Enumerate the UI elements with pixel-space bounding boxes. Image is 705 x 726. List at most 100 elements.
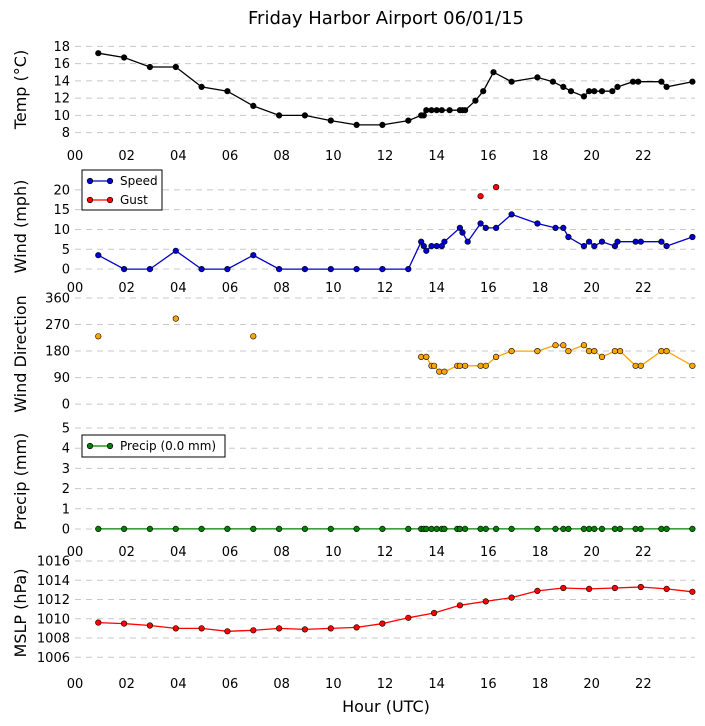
x-tick-label: 08	[273, 677, 290, 692]
data-point	[585, 585, 593, 593]
x-tick-label: 20	[583, 149, 600, 164]
y-tick-label: 10	[53, 223, 70, 238]
x-tick-label: 10	[325, 545, 342, 560]
data-point	[508, 594, 515, 601]
data-point	[431, 362, 438, 369]
y-tick-label: 3	[62, 462, 70, 477]
data-point	[689, 78, 696, 85]
y-tick-label: 16	[53, 57, 70, 72]
x-tick-label: 00	[67, 677, 84, 692]
y-tick-label: 360	[45, 292, 70, 307]
data-point	[689, 525, 696, 533]
data-point	[591, 525, 598, 533]
series-wind-1	[477, 184, 500, 200]
legend-wind: Speed Gust	[81, 169, 163, 211]
data-point	[663, 243, 670, 250]
y-tick-label: 2	[62, 482, 70, 497]
data-point	[379, 266, 386, 273]
x-tick-label: 08	[273, 281, 290, 296]
data-point	[405, 614, 412, 621]
data-point	[658, 238, 665, 245]
y-tick-label: 90	[53, 371, 70, 386]
data-point	[560, 342, 567, 349]
data-point	[327, 117, 334, 124]
data-point	[420, 112, 427, 119]
data-point	[552, 224, 559, 231]
series-pressure-0	[95, 583, 696, 635]
data-point	[276, 525, 283, 533]
data-point	[462, 107, 469, 114]
y-axis-label: Wind Direction	[11, 295, 30, 413]
data-point	[591, 88, 598, 95]
data-point	[172, 525, 179, 533]
data-point	[172, 315, 179, 322]
y-axis-label: Wind (mph)	[11, 180, 30, 274]
data-point	[172, 625, 179, 632]
data-point	[490, 69, 497, 76]
legend-marker	[86, 196, 94, 204]
data-point	[95, 50, 102, 57]
x-tick-label: 06	[222, 677, 239, 692]
data-point	[433, 243, 440, 250]
legend-box	[81, 434, 226, 458]
data-point	[172, 247, 179, 254]
x-tick-label: 16	[480, 677, 497, 692]
y-tick-label: 14	[53, 74, 70, 89]
data-point	[120, 266, 128, 273]
data-point	[534, 587, 541, 595]
data-point	[353, 525, 360, 533]
y-tick-label: 270	[45, 318, 70, 333]
x-tick-label: 00	[67, 281, 84, 296]
data-point	[224, 266, 231, 273]
data-point	[637, 362, 644, 369]
x-tick-label: 04	[170, 281, 187, 296]
data-point	[327, 625, 334, 632]
data-point	[609, 88, 616, 95]
data-point	[95, 252, 102, 259]
data-point	[146, 622, 153, 629]
data-point	[580, 243, 588, 250]
x-tick-label: 18	[532, 281, 549, 296]
data-point	[120, 525, 128, 533]
y-tick-label: 10	[53, 109, 70, 124]
data-point	[480, 88, 487, 95]
data-point	[560, 584, 567, 592]
data-point	[616, 525, 624, 533]
data-point	[637, 525, 644, 533]
data-point	[598, 238, 606, 245]
data-point	[663, 525, 670, 533]
legend-marker	[106, 196, 114, 204]
x-tick-label: 04	[170, 677, 187, 692]
y-tick-label: 0	[62, 522, 70, 537]
x-tick-label: 12	[377, 149, 394, 164]
data-point	[689, 588, 696, 595]
y-tick-label: 1	[62, 502, 70, 517]
data-point	[146, 525, 153, 533]
data-point	[658, 525, 665, 533]
data-point	[611, 525, 619, 533]
data-point	[120, 620, 128, 627]
x-tick-label: 20	[583, 545, 600, 560]
data-point	[508, 211, 515, 218]
data-point	[611, 348, 619, 355]
data-point	[146, 63, 153, 71]
y-tick-label: 12	[53, 92, 70, 107]
x-tick-label: 04	[170, 149, 187, 164]
x-tick-label: 02	[118, 281, 135, 296]
y-tick-label: 20	[53, 183, 70, 198]
data-point	[689, 233, 696, 241]
data-point	[462, 362, 469, 369]
x-tick-label: 06	[222, 149, 239, 164]
data-point	[379, 620, 386, 627]
y-tick-label: 18	[53, 40, 70, 55]
x-tick-label: 10	[325, 677, 342, 692]
legend-marker	[86, 177, 94, 185]
data-point	[301, 626, 309, 633]
data-point	[456, 362, 464, 369]
data-point	[423, 353, 430, 361]
data-point	[493, 224, 500, 231]
data-point	[552, 525, 559, 533]
data-point	[146, 266, 153, 273]
data-point	[477, 220, 484, 227]
